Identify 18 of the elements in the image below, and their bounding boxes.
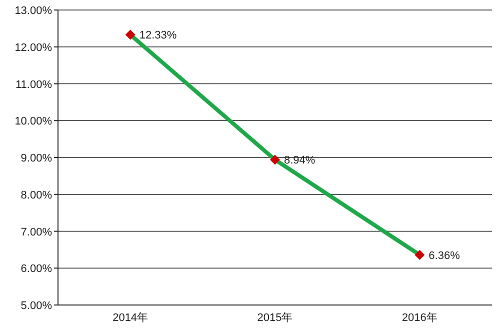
x-tick-label: 2014年 <box>112 312 148 324</box>
y-tick-label: 12.00% <box>14 42 52 54</box>
x-tick-label: 2016年 <box>402 312 438 324</box>
data-label: 6.36% <box>428 250 460 262</box>
data-label: 12.33% <box>139 30 177 42</box>
y-tick-label: 9.00% <box>20 152 52 164</box>
y-tick-label: 8.00% <box>20 189 52 202</box>
y-tick-label: 7.00% <box>20 226 52 238</box>
y-tick-label: 10.00% <box>14 116 52 128</box>
x-tick-label: 2015年 <box>257 312 293 324</box>
point <box>414 250 425 260</box>
y-tick-label: 11.00% <box>16 78 52 91</box>
point <box>270 154 280 165</box>
data-label: 8.94% <box>284 154 316 167</box>
y-tick-label: 6.00% <box>20 263 52 276</box>
y-tick-label: 5.00% <box>20 300 52 312</box>
point <box>125 30 136 40</box>
y-tick-label: 13.00% <box>14 5 52 17</box>
